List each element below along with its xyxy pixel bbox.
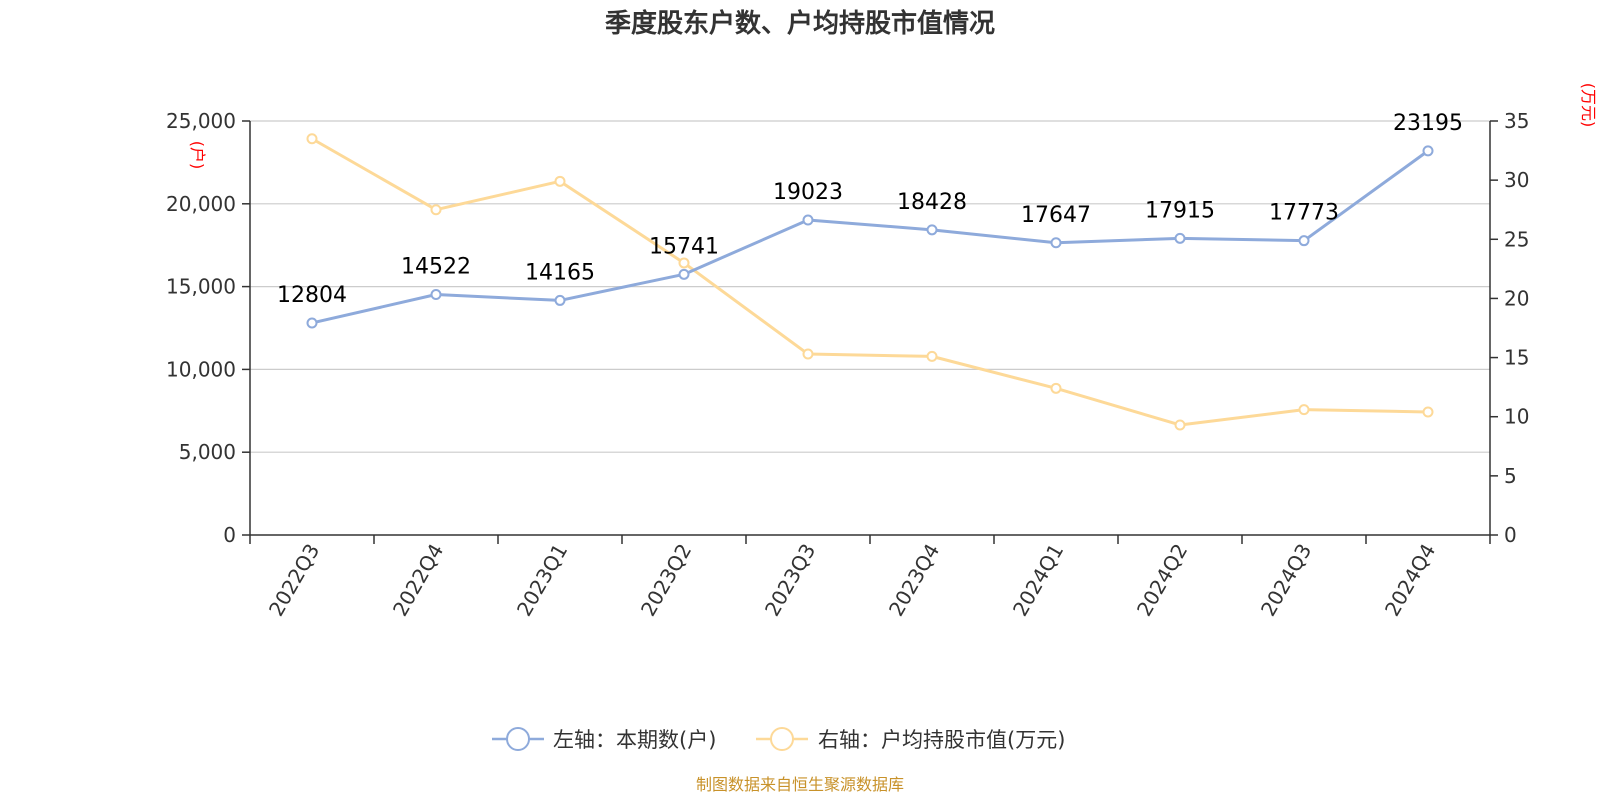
left-tick-label: 20,000 (166, 192, 236, 216)
right-tick-label: 35 (1504, 109, 1529, 133)
data-label: 17773 (1269, 201, 1339, 226)
legend-item-right-series[interactable]: 右轴：户均持股市值(万元) (756, 727, 1065, 752)
data-labels: 12804 14522 14165 15741 19023 18428 17647 17915… (277, 111, 1463, 308)
data-label: 15741 (649, 234, 719, 259)
x-tick-label: 2023Q4 (884, 540, 944, 621)
data-label: 19023 (773, 180, 843, 205)
grid-lines (250, 120, 1490, 453)
left-tick-label: 25,000 (166, 109, 236, 133)
axes (249, 121, 1491, 536)
left-series-point (802, 214, 814, 226)
data-label: 17915 (1145, 198, 1215, 223)
left-tick-label: 0 (223, 523, 236, 547)
left-series-point (1050, 237, 1062, 249)
legend-marker-left (506, 727, 530, 751)
right-tick-label: 25 (1504, 227, 1529, 251)
left-series-point (1174, 232, 1186, 244)
left-series-point (1298, 235, 1310, 247)
x-axis-ticks: 2022Q3 2022Q4 2023Q1 2023Q2 2023Q3 2023Q4 2024… (249, 535, 1491, 621)
series-layer (306, 133, 1434, 431)
left-series-point (926, 224, 938, 236)
x-tick-label: 2022Q4 (388, 540, 448, 621)
left-series-point (1422, 145, 1434, 157)
data-label: 17647 (1021, 203, 1091, 228)
left-axis-ticks: 0 5,000 10,000 15,000 20,000 25,000 (166, 109, 250, 547)
right-series-point (926, 350, 938, 362)
x-tick-label: 2023Q1 (512, 540, 572, 621)
right-tick-label: 0 (1504, 523, 1517, 547)
x-tick-label: 2023Q2 (636, 540, 696, 621)
right-tick-label: 15 (1504, 346, 1529, 370)
legend-label-right: 右轴：户均持股市值(万元) (818, 728, 1065, 752)
left-series-point (554, 294, 566, 306)
right-tick-label: 5 (1504, 464, 1517, 488)
x-tick-label: 2024Q4 (1380, 540, 1440, 621)
right-series-point (1174, 419, 1186, 431)
x-tick-label: 2022Q3 (264, 540, 324, 621)
x-tick-label: 2023Q3 (760, 540, 820, 621)
legend-marker-right (770, 727, 794, 751)
right-series-point (802, 348, 814, 360)
data-label: 14165 (525, 260, 595, 285)
right-series-point (1422, 406, 1434, 418)
left-axis-unit: (户) (188, 141, 207, 170)
data-label: 12804 (277, 283, 347, 308)
data-source-note: 制图数据来自恒生聚源数据库 (696, 775, 904, 794)
right-series-point (430, 204, 442, 216)
left-series-point (430, 289, 442, 301)
data-label: 14522 (401, 255, 471, 280)
right-series-point (306, 133, 318, 145)
chart-title: 季度股东户数、户均持股市值情况 (605, 8, 995, 39)
right-series-point (1050, 382, 1062, 394)
x-tick-label: 2024Q3 (1256, 540, 1316, 621)
right-tick-label: 10 (1504, 405, 1529, 429)
right-tick-label: 20 (1504, 286, 1529, 310)
legend: 左轴：本期数(户) 右轴：户均持股市值(万元) (492, 727, 1065, 752)
x-tick-label: 2024Q2 (1132, 540, 1192, 621)
left-tick-label: 10,000 (166, 357, 236, 381)
legend-item-left-series[interactable]: 左轴：本期数(户) (492, 727, 716, 752)
data-label: 18428 (897, 190, 967, 215)
right-series-line (311, 137, 1429, 427)
data-label: 23195 (1393, 111, 1463, 136)
right-tick-label: 30 (1504, 168, 1529, 192)
left-tick-label: 5,000 (179, 440, 236, 464)
legend-label-left: 左轴：本期数(户) (553, 728, 716, 752)
left-series-line (311, 149, 1429, 325)
x-tick-label: 2024Q1 (1008, 540, 1068, 621)
left-series-point (678, 268, 690, 280)
right-series-point (678, 257, 690, 269)
right-axis-unit: (万元) (1579, 83, 1598, 128)
right-series-point (554, 175, 566, 187)
left-series-point (306, 317, 318, 329)
right-axis-ticks: 0 5 10 15 20 25 30 35 (1490, 109, 1529, 547)
left-tick-label: 15,000 (166, 275, 236, 299)
right-series-point (1298, 404, 1310, 416)
